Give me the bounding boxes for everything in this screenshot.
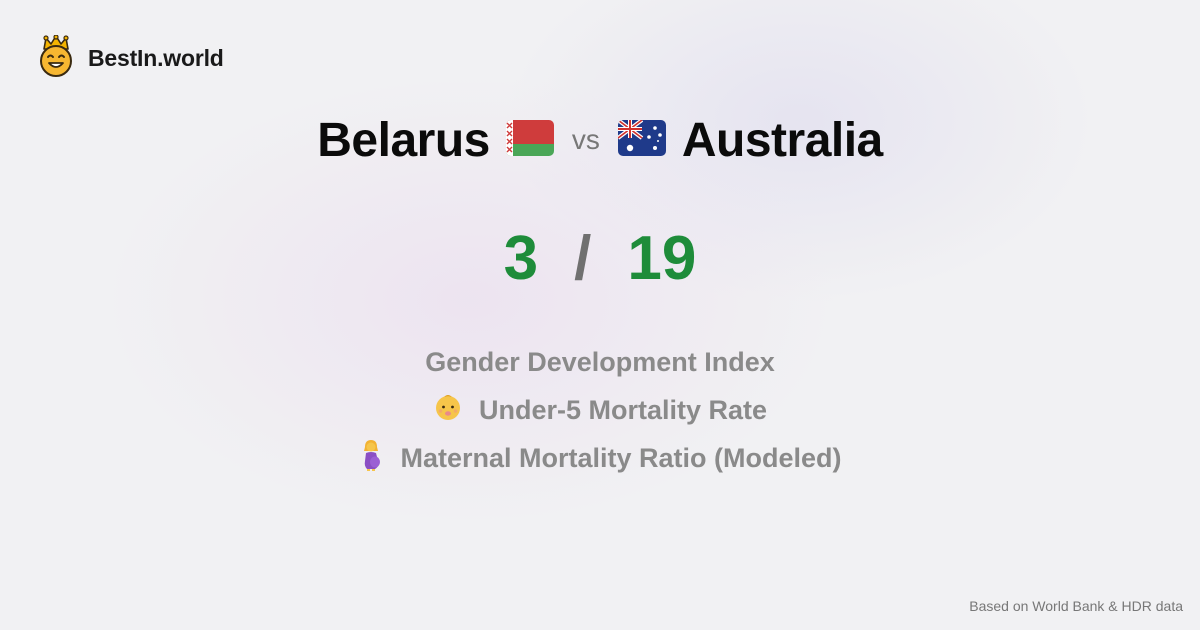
metric-item: Gender Development Index	[0, 338, 1200, 386]
crown-smiley-icon	[38, 34, 74, 82]
data-source-note: Based on World Bank & HDR data	[969, 598, 1183, 614]
metric-label: Under-5 Mortality Rate	[478, 394, 768, 425]
brand-name: BestIn.world	[88, 45, 224, 71]
pregnant-woman-icon	[358, 439, 384, 478]
australia-flag-icon	[617, 119, 666, 161]
metric-label: Gender Development Index	[425, 346, 775, 377]
brand[interactable]: BestIn.world	[38, 34, 224, 82]
left-score: 3	[503, 223, 539, 293]
vs-label: vs	[571, 124, 600, 155]
metric-item: Under-5 Mortality Rate	[0, 386, 1200, 434]
comparison-title: Belarus vs	[0, 108, 1200, 172]
right-country-name: Australia	[681, 113, 883, 167]
right-score: 19	[627, 223, 697, 293]
baby-icon	[433, 392, 463, 429]
score-divider: /	[574, 223, 592, 293]
metric-list: Gender Development Index Under-5 Mortali…	[0, 338, 1200, 482]
score-row: 3 / 19	[0, 220, 1200, 296]
belarus-flag-icon	[505, 119, 554, 161]
metric-label: Maternal Mortality Ratio (Modeled)	[400, 442, 842, 473]
left-country-name: Belarus	[317, 113, 490, 167]
metric-item: Maternal Mortality Ratio (Modeled)	[0, 434, 1200, 482]
